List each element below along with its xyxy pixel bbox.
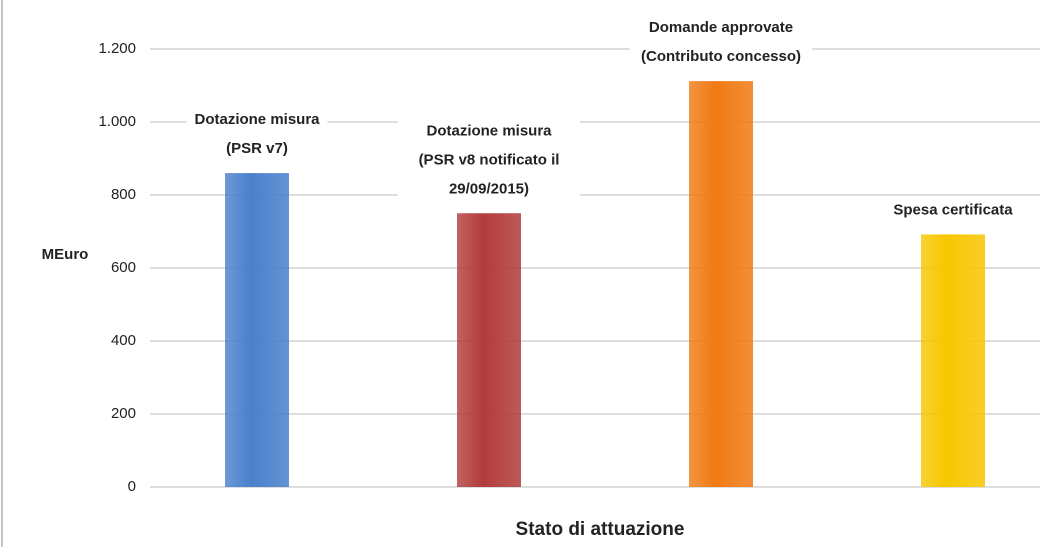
label-background — [186, 106, 328, 164]
label-background — [397, 117, 581, 204]
bar — [225, 173, 289, 487]
category-label: Dotazione misura (PSR v8 notificato il 29/… — [419, 122, 560, 197]
y-tick-label: 800 — [111, 186, 136, 203]
bar — [689, 81, 753, 488]
y-tick-label: 200 — [111, 405, 136, 422]
category-label: Dotazione misura (PSR v7) — [194, 111, 320, 157]
y-tick-label: 600 — [111, 259, 136, 276]
y-tick-label: 1.200 — [98, 40, 136, 57]
bar — [457, 213, 521, 487]
category-label: Spesa certificata — [893, 201, 1013, 218]
y-tick-label: 1.000 — [98, 113, 136, 130]
x-axis-label: Stato di attuazione — [516, 519, 685, 540]
y-tick-label: 400 — [111, 332, 136, 349]
label-background — [629, 14, 813, 72]
category-label: Domande approvate (Contributo concesso) — [641, 19, 801, 65]
y-axis-label: MEuro — [42, 246, 89, 263]
label-background — [878, 196, 1028, 225]
bar — [921, 234, 985, 487]
y-tick-label: 0 — [128, 478, 136, 495]
